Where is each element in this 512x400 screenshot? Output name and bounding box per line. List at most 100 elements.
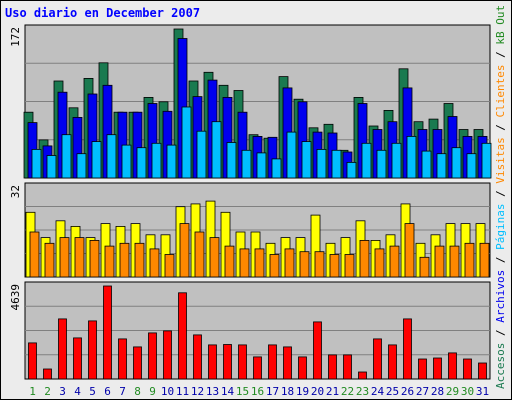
legend-part-9: / bbox=[494, 45, 507, 65]
bar-top-archivos-day-16 bbox=[256, 152, 267, 179]
x-tick-label-day-11: 11 bbox=[176, 385, 189, 398]
bar-top-archivos-day-19 bbox=[301, 141, 312, 179]
bar-middle-clientes-day-14 bbox=[224, 245, 235, 278]
bar-middle-clientes-day-23 bbox=[359, 239, 370, 278]
x-tick-label-day-24: 24 bbox=[371, 385, 385, 398]
bar-middle-clientes-day-10 bbox=[164, 254, 175, 278]
bar-bottom-kb-f-day-16 bbox=[253, 356, 262, 380]
bar-bottom-kb-f-day-30 bbox=[463, 358, 472, 380]
bar-bottom-kb-f-day-14 bbox=[223, 344, 232, 380]
legend-part-8: Clientes bbox=[494, 64, 507, 117]
bar-top-archivos-day-24 bbox=[376, 149, 387, 179]
chart-title: Uso diario en December 2007 bbox=[5, 6, 200, 20]
x-tick-label-day-5: 5 bbox=[89, 385, 96, 398]
bar-middle-clientes-day-20 bbox=[314, 251, 325, 278]
bar-bottom-kb-f-day-4 bbox=[73, 337, 82, 380]
x-tick-label-day-29: 29 bbox=[446, 385, 459, 398]
x-tick-label-day-22: 22 bbox=[341, 385, 354, 398]
legend-part-4: Páginas bbox=[494, 204, 507, 250]
bar-top-archivos-day-4 bbox=[76, 153, 87, 179]
bar-middle-clientes-day-15 bbox=[239, 248, 250, 278]
bar-top-archivos-day-30 bbox=[466, 153, 477, 179]
x-tick-label-day-10: 10 bbox=[161, 385, 174, 398]
bar-top-archivos-day-14 bbox=[226, 142, 237, 179]
bar-top-archivos-day-8 bbox=[136, 147, 147, 179]
bar-bottom-kb-f-day-1 bbox=[28, 342, 37, 380]
bar-bottom-kb-f-day-12 bbox=[193, 334, 202, 380]
bar-top-archivos-day-15 bbox=[241, 149, 252, 179]
bar-middle-clientes-day-28 bbox=[434, 245, 445, 278]
bar-top-archivos-day-5 bbox=[91, 141, 102, 179]
x-tick-label-day-28: 28 bbox=[431, 385, 444, 398]
bar-top-archivos-day-3 bbox=[61, 134, 72, 179]
bar-bottom-kb-f-day-8 bbox=[133, 346, 142, 380]
x-tick-label-day-20: 20 bbox=[311, 385, 324, 398]
bar-bottom-kb-f-day-13 bbox=[208, 344, 217, 380]
x-tick-label-day-7: 7 bbox=[119, 385, 126, 398]
bar-top-archivos-day-23 bbox=[361, 142, 372, 179]
bar-top-archivos-day-11 bbox=[181, 106, 192, 179]
bar-middle-clientes-day-24 bbox=[374, 248, 385, 278]
bar-middle-clientes-day-5 bbox=[89, 239, 100, 278]
bar-top-archivos-day-1 bbox=[31, 148, 42, 179]
bar-middle-clientes-day-16 bbox=[254, 248, 265, 278]
x-tick-label-day-3: 3 bbox=[59, 385, 66, 398]
x-tick-label-day-21: 21 bbox=[326, 385, 339, 398]
x-tick-label-day-13: 13 bbox=[206, 385, 219, 398]
bar-middle-clientes-day-29 bbox=[449, 245, 460, 278]
x-tick-label-day-18: 18 bbox=[281, 385, 294, 398]
legend-part-1: / bbox=[494, 323, 507, 343]
bar-middle-clientes-day-31 bbox=[479, 242, 490, 278]
bar-top-archivos-day-10 bbox=[166, 144, 177, 179]
bar-middle-clientes-day-19 bbox=[299, 251, 310, 278]
bar-bottom-kb-f-day-27 bbox=[418, 358, 427, 380]
legend-part-5: / bbox=[494, 184, 507, 204]
bar-bottom-kb-f-day-20 bbox=[313, 321, 322, 380]
bar-middle-clientes-day-25 bbox=[389, 245, 400, 278]
bar-middle-clientes-day-13 bbox=[209, 237, 220, 278]
bar-bottom-kb-f-day-10 bbox=[163, 330, 172, 380]
x-tick-label-day-23: 23 bbox=[356, 385, 369, 398]
x-tick-label-day-31: 31 bbox=[476, 385, 489, 398]
x-tick-label-day-1: 1 bbox=[29, 385, 36, 398]
bar-middle-clientes-day-12 bbox=[194, 231, 205, 278]
bar-bottom-kb-f-day-31 bbox=[478, 362, 487, 380]
bar-middle-clientes-day-11 bbox=[179, 223, 190, 278]
bar-bottom-kb-f-day-18 bbox=[283, 346, 292, 380]
bar-top-archivos-day-21 bbox=[331, 149, 342, 179]
x-tick-label-day-12: 12 bbox=[191, 385, 204, 398]
legend-part-10: kB Out bbox=[494, 5, 507, 45]
y-max-label-bottom: 4639 bbox=[9, 284, 22, 311]
bar-top-archivos-day-13 bbox=[211, 121, 222, 179]
bar-top-archivos-day-22 bbox=[346, 161, 357, 179]
bar-bottom-kb-f-day-6 bbox=[103, 285, 112, 380]
bar-middle-clientes-day-27 bbox=[419, 256, 430, 278]
bar-top-archivos-day-18 bbox=[286, 131, 297, 179]
x-tick-label-day-26: 26 bbox=[401, 385, 414, 398]
bar-bottom-kb-f-day-29 bbox=[448, 352, 457, 380]
x-tick-label-day-15: 15 bbox=[236, 385, 249, 398]
bar-top-archivos-day-27 bbox=[421, 150, 432, 179]
bar-bottom-kb-f-day-2 bbox=[43, 368, 52, 380]
bar-bottom-kb-f-day-9 bbox=[148, 332, 157, 380]
x-tick-label-day-30: 30 bbox=[461, 385, 474, 398]
bar-top-archivos-day-6 bbox=[106, 134, 117, 179]
bar-bottom-kb-f-day-19 bbox=[298, 356, 307, 380]
bar-bottom-kb-f-day-7 bbox=[118, 338, 127, 380]
x-tick-label-day-16: 16 bbox=[251, 385, 264, 398]
bar-top-archivos-day-2 bbox=[46, 155, 57, 179]
bar-bottom-kb-f-day-15 bbox=[238, 344, 247, 380]
x-tick-label-day-27: 27 bbox=[416, 385, 429, 398]
legend-part-11: / bbox=[494, 1, 507, 5]
bar-top-archivos-day-29 bbox=[451, 147, 462, 179]
x-tick-label-day-17: 17 bbox=[266, 385, 279, 398]
legend-part-7: / bbox=[494, 117, 507, 137]
bar-middle-clientes-day-22 bbox=[344, 254, 355, 278]
bar-middle-clientes-day-18 bbox=[284, 248, 295, 278]
bar-bottom-kb-f-day-25 bbox=[388, 344, 397, 380]
bar-top-archivos-day-31 bbox=[481, 142, 492, 179]
bar-middle-clientes-day-26 bbox=[404, 223, 415, 278]
bar-bottom-kb-f-day-11 bbox=[178, 292, 187, 380]
